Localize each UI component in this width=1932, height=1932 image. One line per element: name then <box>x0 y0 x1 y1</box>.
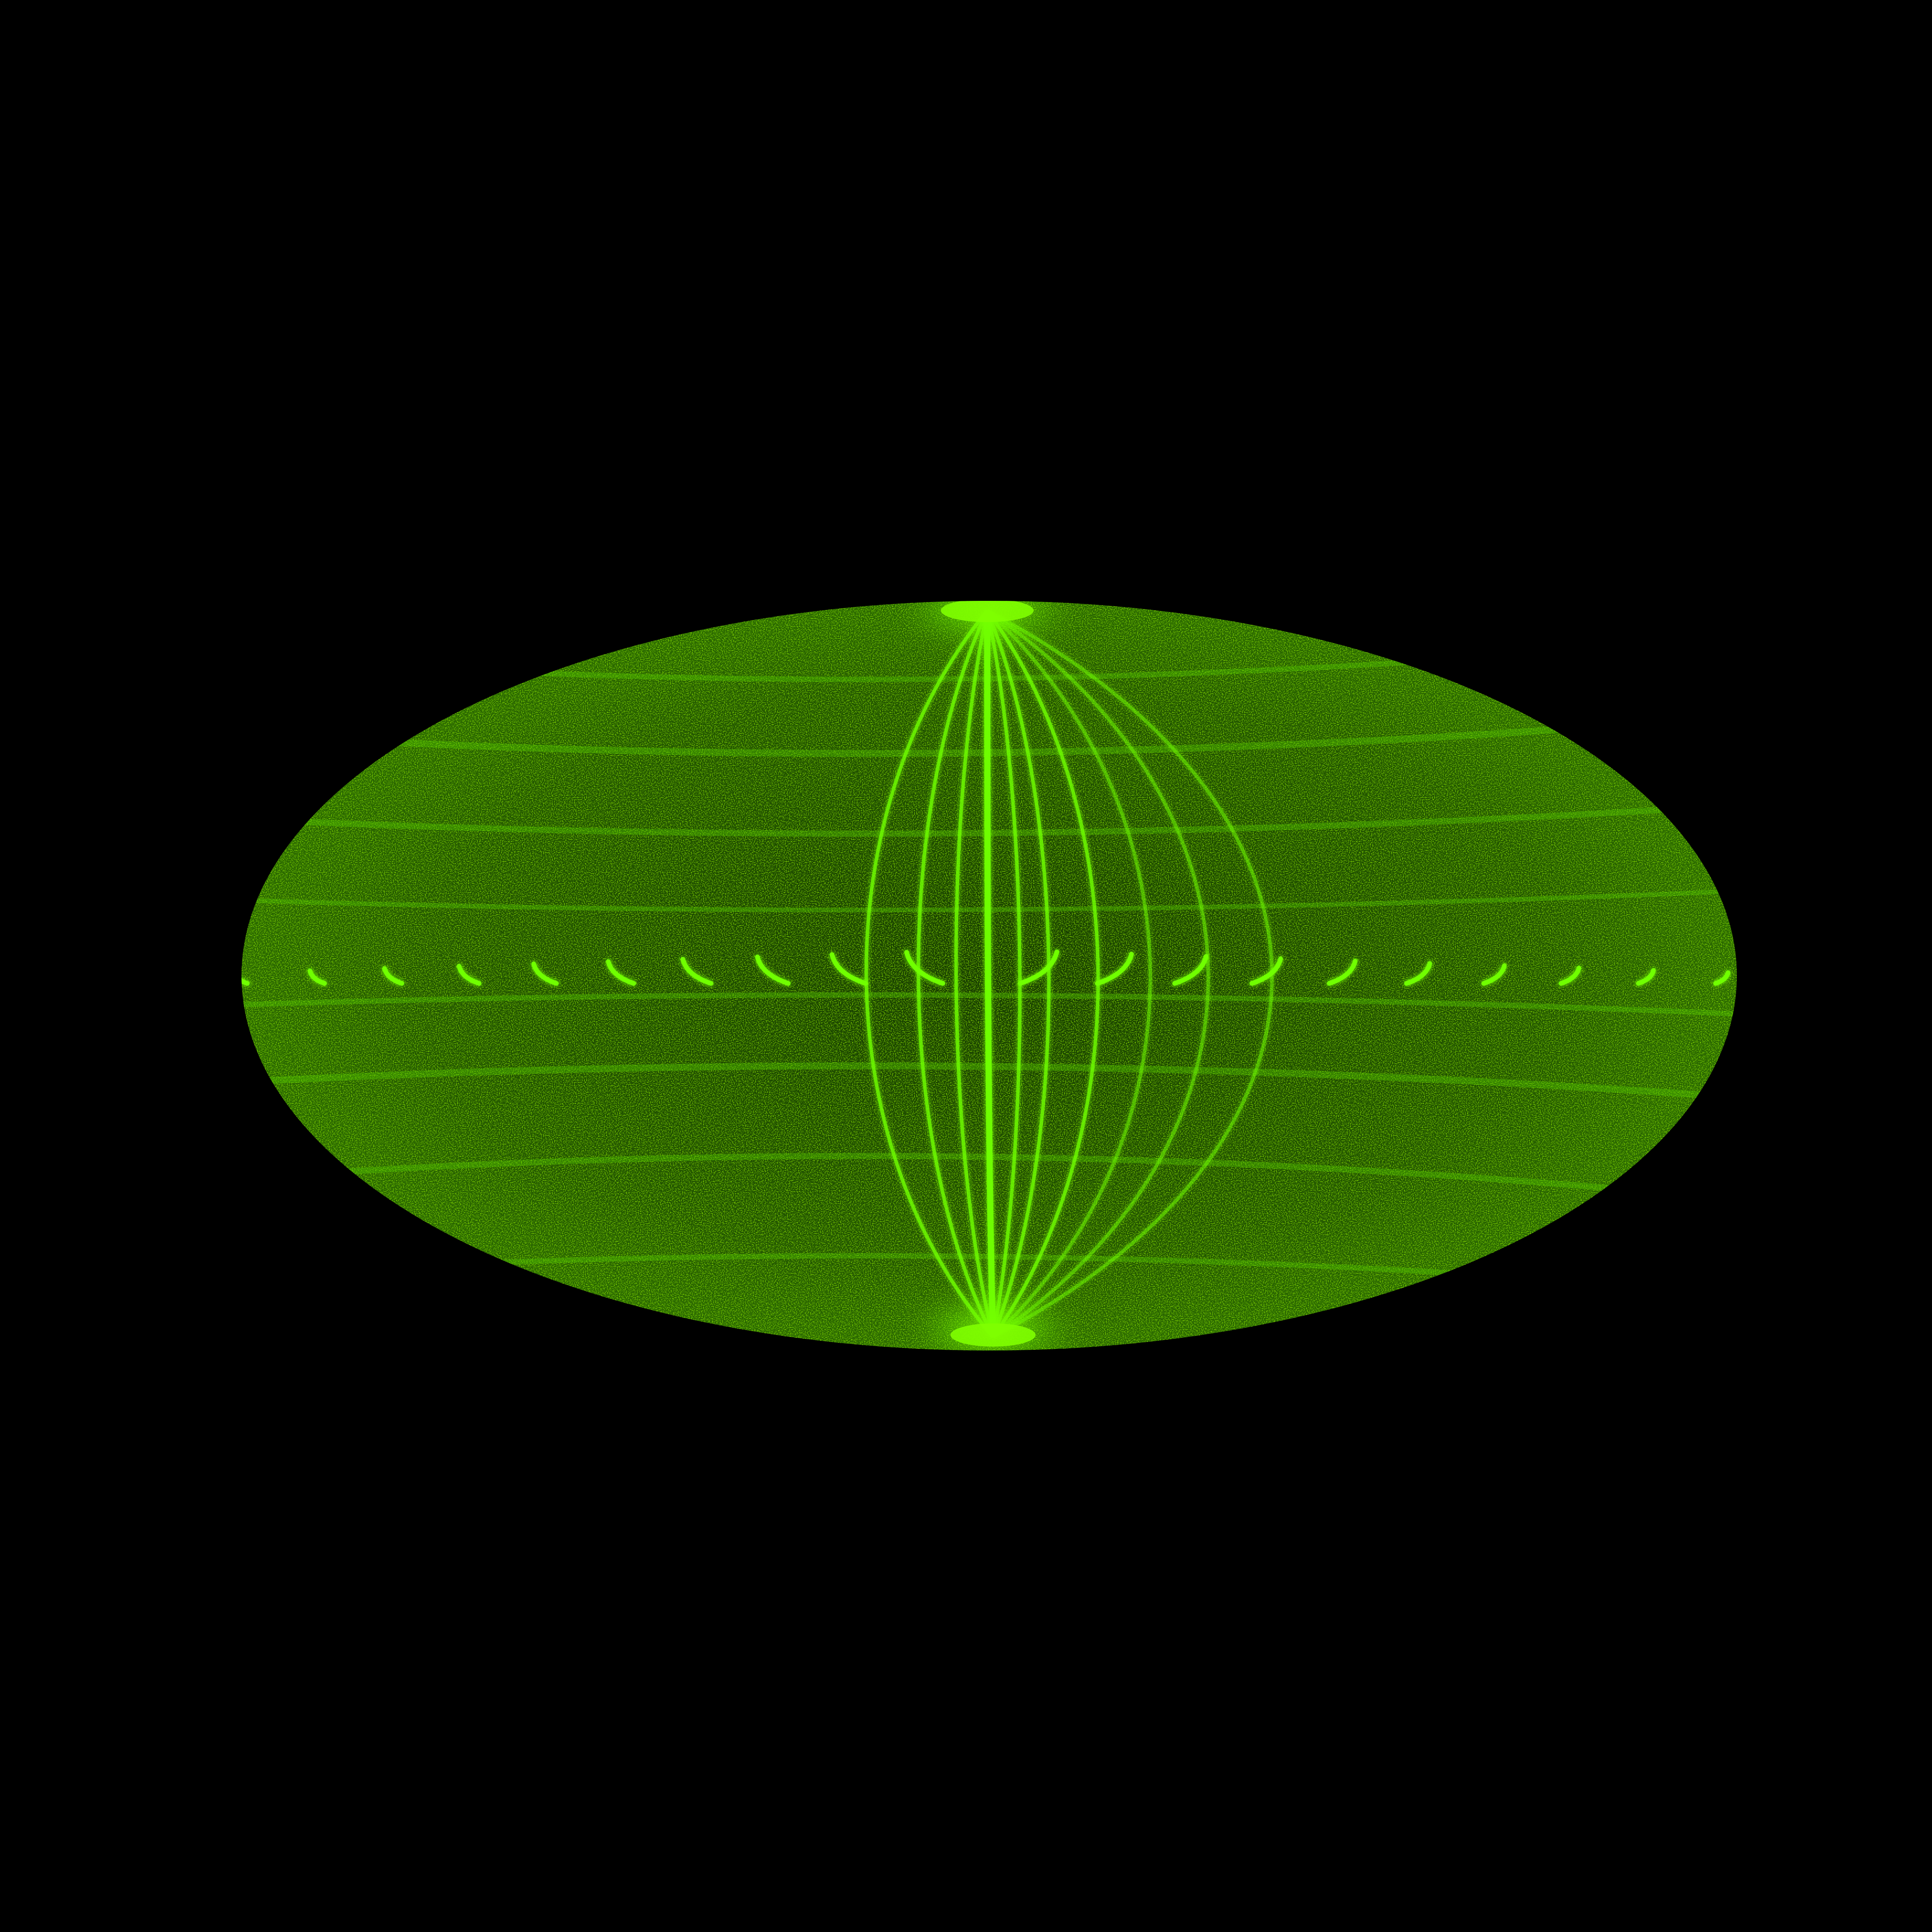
equatorial-hook <box>830 952 868 986</box>
meridian-curve <box>986 609 1152 1338</box>
equatorial-hook <box>1095 952 1134 986</box>
equatorial-hook <box>531 961 559 986</box>
meridian-curve <box>985 610 1051 1338</box>
equatorial-hook <box>904 950 945 986</box>
equatorial-hook <box>382 966 404 986</box>
meridian-curve <box>954 610 995 1338</box>
equatorial-hook <box>755 954 791 986</box>
equatorial-hook <box>1636 968 1656 986</box>
meridian-curve <box>984 610 996 1337</box>
meridian-curve <box>917 610 995 1338</box>
equatorial-hook <box>1018 949 1060 986</box>
equatorial-hooks <box>242 949 1731 986</box>
north-pole-core <box>941 601 1034 622</box>
equatorial-hook <box>1559 966 1582 986</box>
equatorial-hook <box>1713 970 1731 986</box>
equatorial-hook <box>606 959 636 986</box>
equatorial-hook <box>308 968 327 986</box>
meridian-curves <box>864 609 1274 1338</box>
equatorial-hook <box>1481 963 1507 986</box>
meridian-curve <box>986 609 1210 1338</box>
meridian-curve <box>985 610 1022 1337</box>
equatorial-hook <box>1250 956 1283 986</box>
equatorial-hook <box>457 964 481 986</box>
equatorial-hook <box>1404 961 1432 986</box>
ellipse-body <box>242 601 1737 1350</box>
equatorial-hook <box>1327 959 1358 986</box>
equatorial-hook <box>242 971 250 986</box>
equatorial-hook <box>680 957 713 986</box>
equatorial-hook <box>1172 954 1209 986</box>
meridian-curve <box>986 609 1100 1338</box>
meridian-curve <box>864 609 995 1338</box>
south-pole-core <box>951 1323 1036 1347</box>
